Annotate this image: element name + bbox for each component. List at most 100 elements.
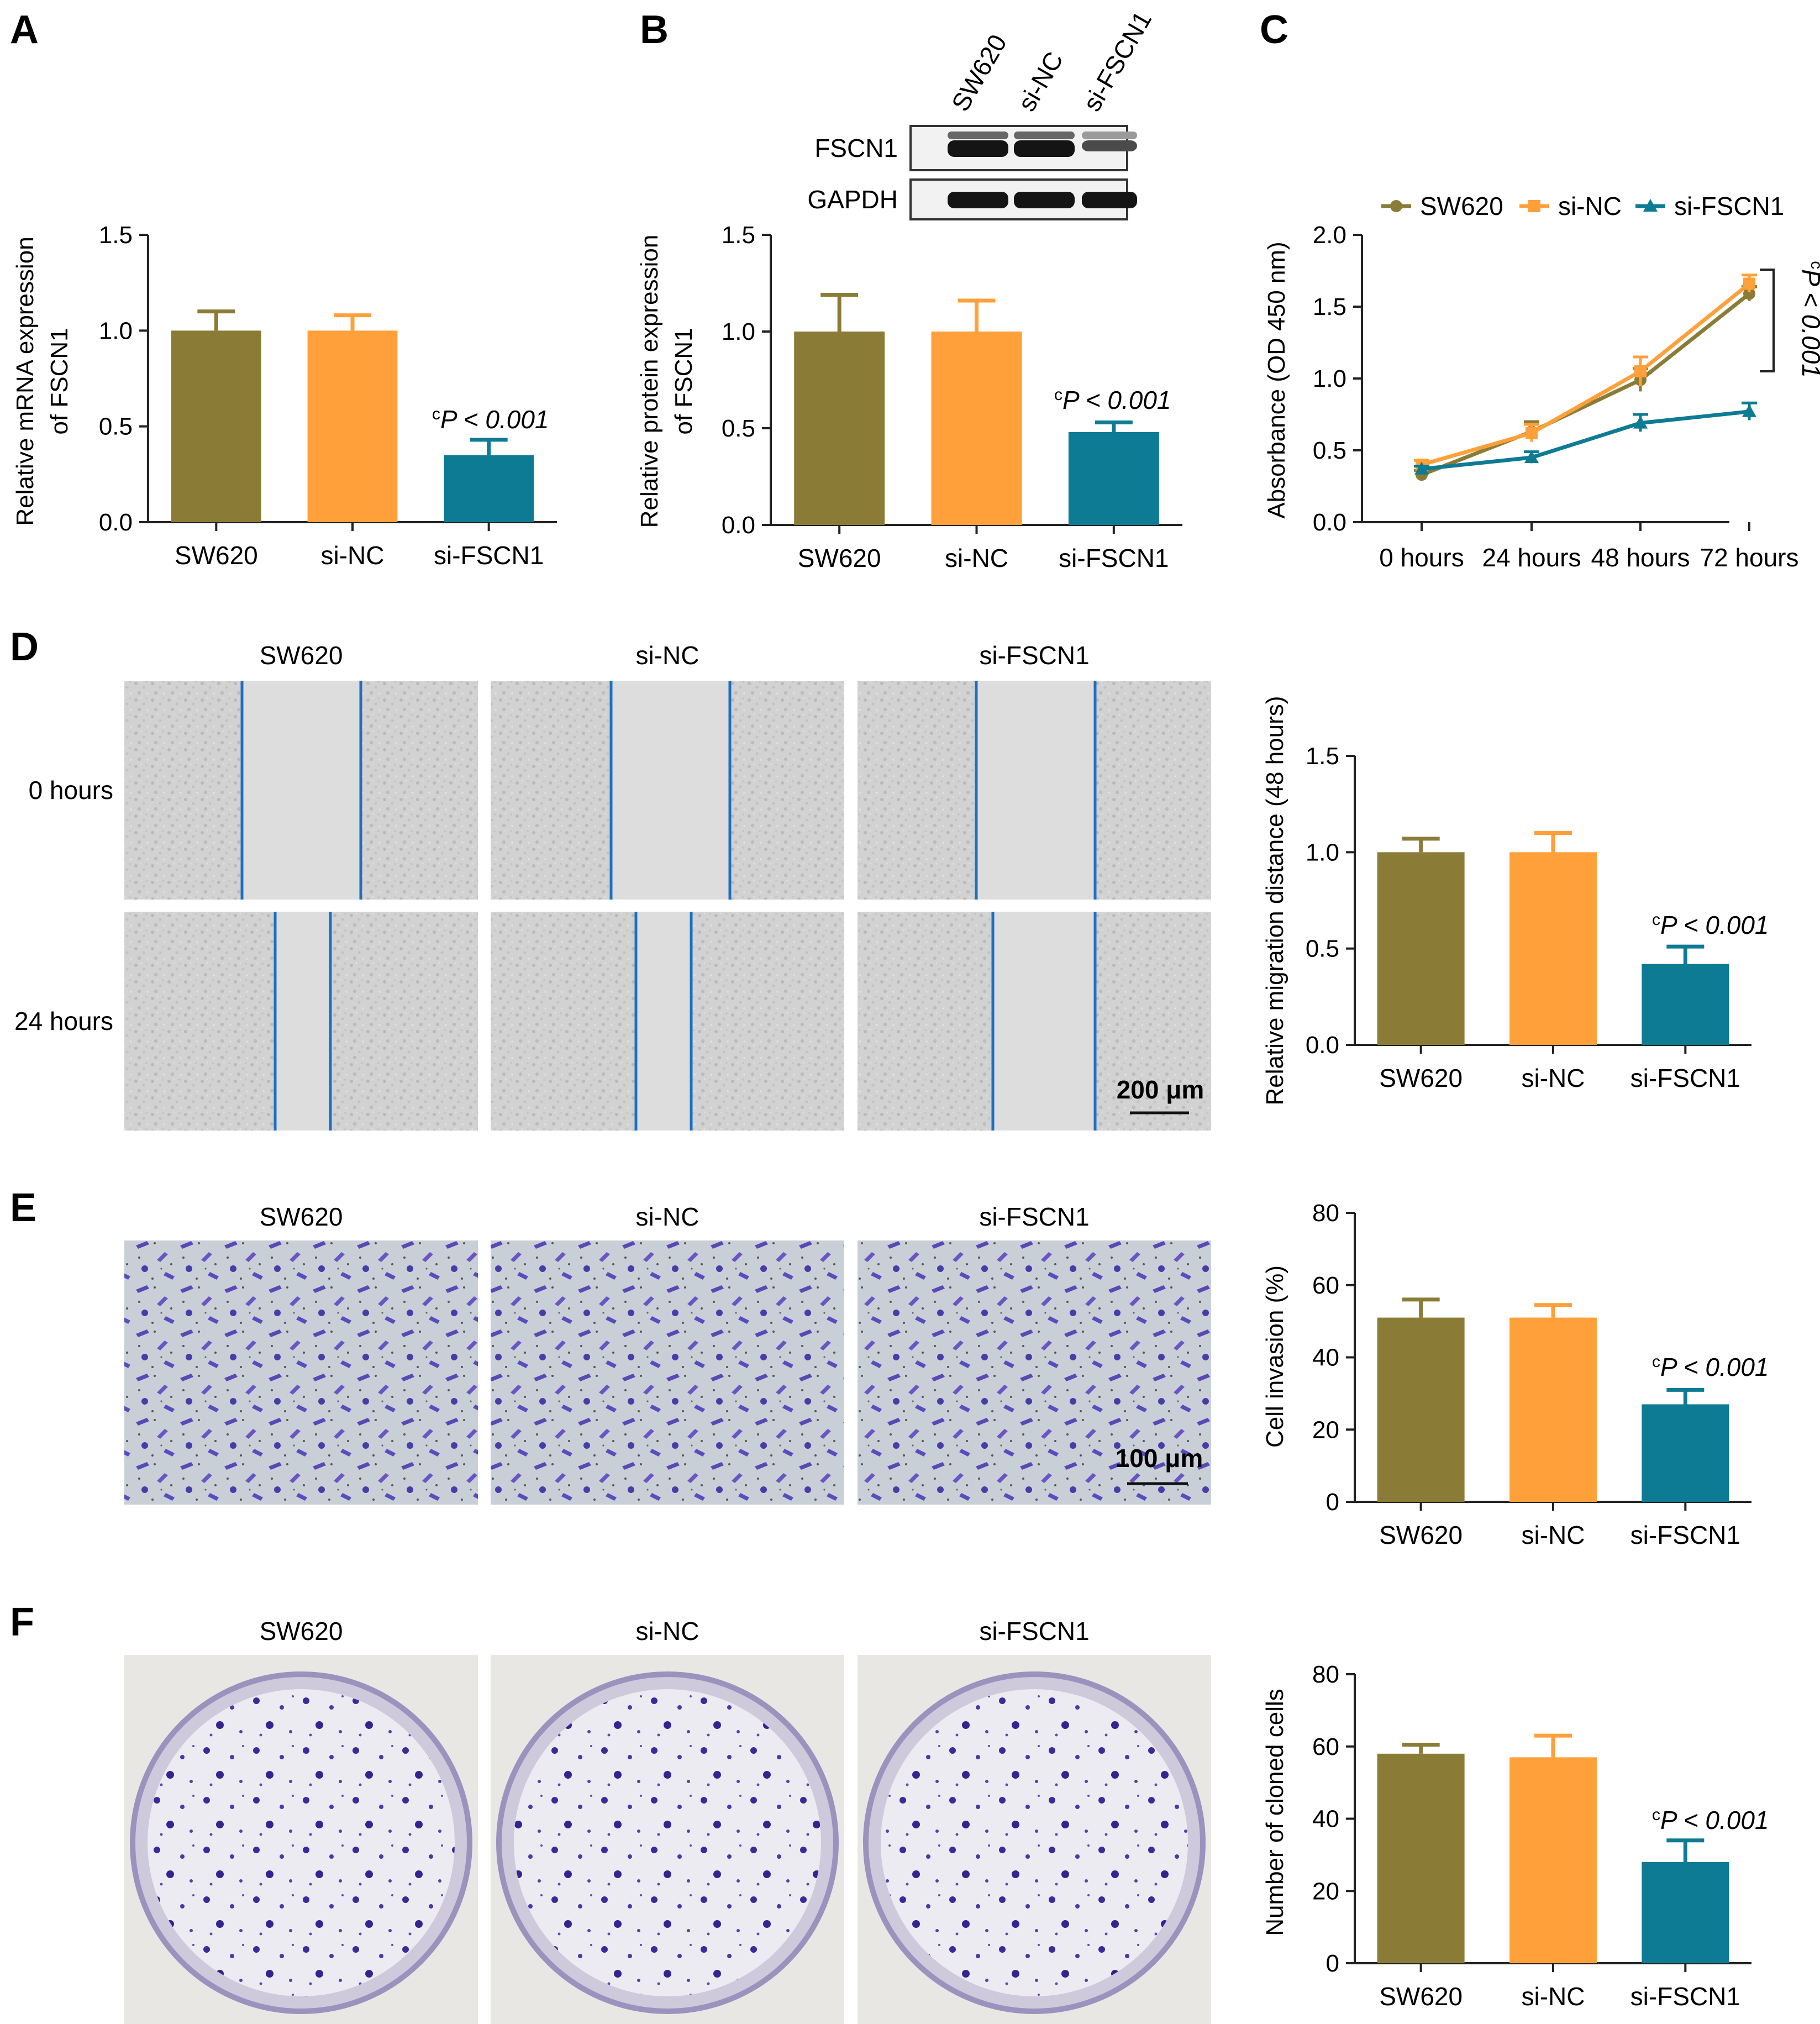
- bar-si-nc: [1509, 852, 1597, 1045]
- bar-si-nc: [307, 330, 398, 522]
- y-tick-label: 20: [1312, 1878, 1339, 1905]
- wound-gap: [242, 681, 361, 900]
- data-point: [1743, 287, 1755, 300]
- y-tick-label: 80: [1312, 1661, 1339, 1688]
- scale-bar-label: 200 μm: [1117, 1075, 1204, 1104]
- panel-letter-f: F: [10, 1600, 34, 1644]
- bar-sw620: [171, 330, 261, 522]
- legend-label: SW620: [1420, 192, 1503, 220]
- invasion-images: SW620 si-NC si-FSCN1 100 μm: [124, 1202, 1211, 1505]
- significance-bracket: [1760, 269, 1775, 372]
- micrograph: [124, 1240, 478, 1505]
- colonies: [514, 1689, 821, 1996]
- data-point: [1633, 416, 1648, 429]
- y-axis-title: Number of cloned cells: [1261, 1689, 1288, 1936]
- western-blot: SW620 si-NC si-FSCN1 FSCN1 GAPDH: [807, 6, 1158, 220]
- x-tick-label: SW620: [175, 541, 258, 570]
- y-tick-label: 0.5: [99, 413, 133, 440]
- x-tick-label: si-NC: [1522, 1982, 1585, 2011]
- p-value-annotation: cP < 0.001: [1652, 911, 1769, 939]
- blot-lane-label: SW620: [946, 29, 1012, 116]
- column-header: si-FSCN1: [979, 641, 1089, 670]
- wound-gap: [275, 912, 330, 1131]
- y-tick-label: 0.0: [722, 512, 755, 539]
- y-tick-label: 60: [1312, 1272, 1339, 1299]
- y-tick-label: 0.5: [722, 415, 755, 442]
- panel-letter-a: A: [10, 8, 39, 52]
- legend: SW620 si-NC si-FSCN1: [1381, 192, 1784, 220]
- data-point: [1526, 427, 1538, 439]
- bar-sw620: [1377, 852, 1465, 1045]
- y-tick-label: 1.0: [1306, 839, 1339, 866]
- series-line-sw620: [1421, 292, 1751, 477]
- bar-sw620: [794, 332, 885, 525]
- p-value-text: P < 0.001: [440, 405, 549, 434]
- column-header: si-FSCN1: [979, 1202, 1089, 1231]
- data-point: [1414, 461, 1429, 475]
- p-value-superscript: c: [1652, 1353, 1660, 1371]
- micrograph: [858, 1240, 1211, 1505]
- colonies: [148, 1689, 455, 1996]
- y-tick-label: 2.0: [1313, 222, 1346, 249]
- x-tick-label: si-FSCN1: [1630, 1521, 1740, 1549]
- x-tick-label: SW620: [1379, 1064, 1463, 1092]
- p-value-text: P < 0.001: [1660, 1353, 1769, 1381]
- p-value-superscript: c: [1807, 261, 1820, 269]
- y-tick-label: 1.5: [1306, 743, 1339, 770]
- y-tick-label: 1.0: [1313, 365, 1346, 392]
- y-tick-label: 80: [1312, 1200, 1339, 1227]
- y-tick-label: 20: [1312, 1416, 1339, 1443]
- y-tick-label: 1.0: [99, 317, 133, 344]
- bar-si-fscn1: [444, 455, 534, 522]
- p-value-annotation: cP < 0.001: [1054, 386, 1171, 414]
- x-tick-label: SW620: [1379, 1521, 1463, 1549]
- blot-row-label: FSCN1: [814, 134, 898, 162]
- chart-A: 0.0 0.5 1.0 1.5 SW620 si-NC si-FSCN1 Relative m…: [12, 222, 557, 570]
- data-point: [1742, 404, 1756, 417]
- p-value-text: P < 0.001: [1062, 386, 1171, 414]
- p-value-text: P < 0.001: [1660, 1806, 1769, 1834]
- blot-band: [1014, 192, 1075, 208]
- series-line-si-fscn1: [1421, 409, 1750, 471]
- data-point: [1524, 450, 1539, 463]
- x-tick-label: SW620: [1379, 1982, 1463, 2011]
- wound-gap: [611, 681, 730, 900]
- column-header: si-NC: [636, 1202, 699, 1231]
- column-header: SW620: [260, 641, 343, 670]
- blot-band-upper: [1014, 132, 1075, 139]
- p-value-text: P < 0.001: [1660, 911, 1769, 939]
- column-header: SW620: [260, 1202, 343, 1231]
- x-tick-label: si-NC: [1522, 1064, 1585, 1092]
- blot-lane-label: si-NC: [1012, 46, 1069, 116]
- blot-lane-label: si-FSCN1: [1077, 6, 1158, 116]
- p-value-superscript: c: [432, 405, 440, 423]
- y-tick-label: 1.0: [722, 318, 755, 345]
- panel-letter-c: C: [1260, 8, 1288, 52]
- x-tick-label: si-NC: [321, 541, 385, 570]
- blot-band: [1082, 140, 1137, 151]
- column-header: si-NC: [636, 1617, 699, 1646]
- p-value-annotation: cP < 0.001: [432, 405, 549, 434]
- bar-si-nc: [1509, 1317, 1597, 1502]
- bar-si-fscn1: [1642, 1862, 1729, 1963]
- blot-band: [1082, 192, 1137, 208]
- scale-bar-label: 100 μm: [1116, 1444, 1203, 1473]
- colony-images: SW620 si-NC si-FSCN1: [124, 1617, 1211, 2024]
- y-tick-label: 0.0: [99, 509, 133, 536]
- y-tick-label: 0.5: [1306, 935, 1339, 963]
- chart-E: 0 20 40 60 80 SW620 si-NC si-FSCN1 Cell invasion…: [1261, 1200, 1769, 1549]
- blot-row-label: GAPDH: [807, 185, 898, 214]
- bar-si-fscn1: [1068, 432, 1159, 525]
- chart-D: 0.0 0.5 1.0 1.5 SW620 si-NC si-FSCN1 Relative m…: [1261, 696, 1769, 1105]
- y-tick-label: 60: [1312, 1733, 1339, 1760]
- row-label: 0 hours: [29, 776, 113, 805]
- y-axis-title: Relative mRNA expression of FSCN1: [12, 236, 73, 525]
- data-point: [1743, 277, 1755, 290]
- legend-marker: [1390, 200, 1402, 212]
- y-axis-title: Relative migration distance (48 hours): [1261, 696, 1288, 1105]
- blot-band: [948, 192, 1008, 208]
- micrograph: [491, 1240, 844, 1505]
- x-tick-label: si-FSCN1: [1059, 544, 1169, 572]
- bar-sw620: [1377, 1753, 1465, 1963]
